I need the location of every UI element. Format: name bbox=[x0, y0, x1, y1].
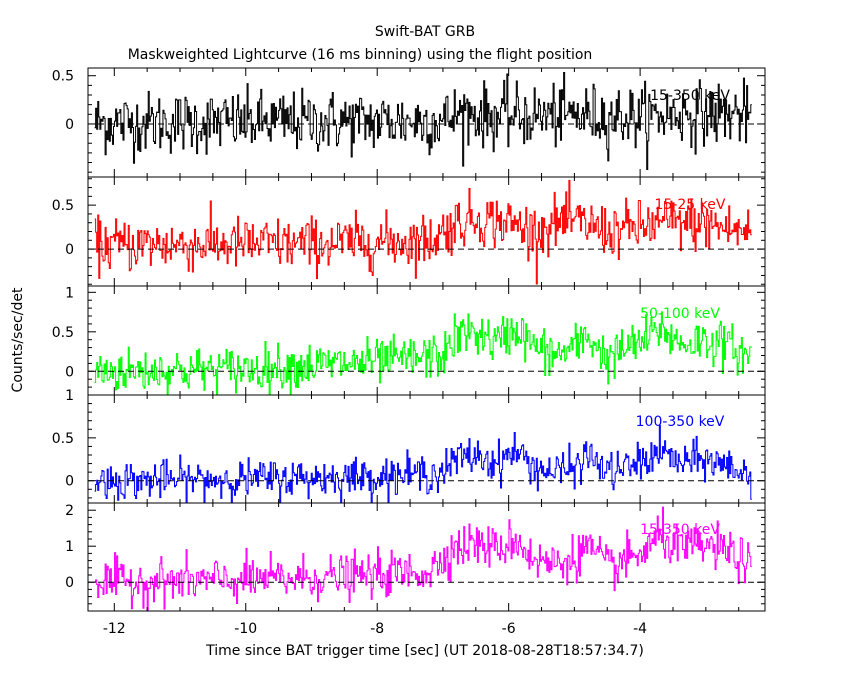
lightcurve-series bbox=[94, 424, 752, 503]
x-tick-label: -10 bbox=[234, 621, 257, 637]
y-tick-label: 0.5 bbox=[52, 198, 74, 214]
band-label: 50-100 keV bbox=[640, 306, 720, 322]
lightcurve-series bbox=[94, 72, 752, 171]
panel-4: 0 0.5 1 100-350 keV bbox=[52, 388, 766, 504]
panel-frame bbox=[87, 502, 766, 612]
panels-group: 0 0.5 15-350 keV 0 0.5 15-25 keV 0 0.5 1 50-100 k… bbox=[52, 67, 766, 637]
band-label: 100-350 keV bbox=[636, 414, 725, 430]
lightcurve-series bbox=[94, 311, 752, 395]
y-tick-label: 1 bbox=[65, 285, 74, 301]
y-tick-label: 0.5 bbox=[52, 431, 74, 447]
panel-3: 0 0.5 1 50-100 keV bbox=[52, 285, 766, 396]
band-label: 15-350 keV bbox=[640, 522, 720, 538]
panel-1: 0 0.5 15-350 keV bbox=[52, 67, 766, 178]
y-axis-label: Counts/sec/det bbox=[10, 287, 26, 392]
y-tick-label: 0 bbox=[65, 575, 74, 591]
panel-2: 0 0.5 15-25 keV bbox=[52, 176, 766, 287]
x-axis-label: Time since BAT trigger time [sec] (UT 20… bbox=[205, 643, 644, 659]
x-tick-label: -4 bbox=[633, 621, 647, 637]
y-tick-label: 0 bbox=[65, 242, 74, 258]
y-tick-label: 0.5 bbox=[52, 69, 74, 85]
figure-title: Swift-BAT GRB bbox=[375, 24, 475, 40]
y-tick-label: 0 bbox=[65, 117, 74, 133]
band-label: 15-350 keV bbox=[650, 88, 730, 104]
lightcurve-series bbox=[94, 506, 752, 611]
panel-5: 0 1 2 15-350 keV bbox=[65, 502, 766, 612]
x-tick-label: -12 bbox=[103, 621, 126, 637]
x-tick-label: -6 bbox=[502, 621, 516, 637]
band-label: 15-25 keV bbox=[655, 197, 726, 213]
y-tick-label: 0 bbox=[65, 474, 74, 490]
y-tick-label: 1 bbox=[65, 388, 74, 404]
y-tick-label: 1 bbox=[65, 539, 74, 555]
y-tick-label: 0 bbox=[65, 364, 74, 380]
figure-subtitle: Maskweighted Lightcurve (16 ms binning) … bbox=[128, 47, 593, 63]
x-tick-label: -8 bbox=[370, 621, 384, 637]
y-tick-label: 0.5 bbox=[52, 325, 74, 341]
y-tick-label: 2 bbox=[65, 503, 74, 519]
lightcurve-series bbox=[94, 179, 752, 285]
